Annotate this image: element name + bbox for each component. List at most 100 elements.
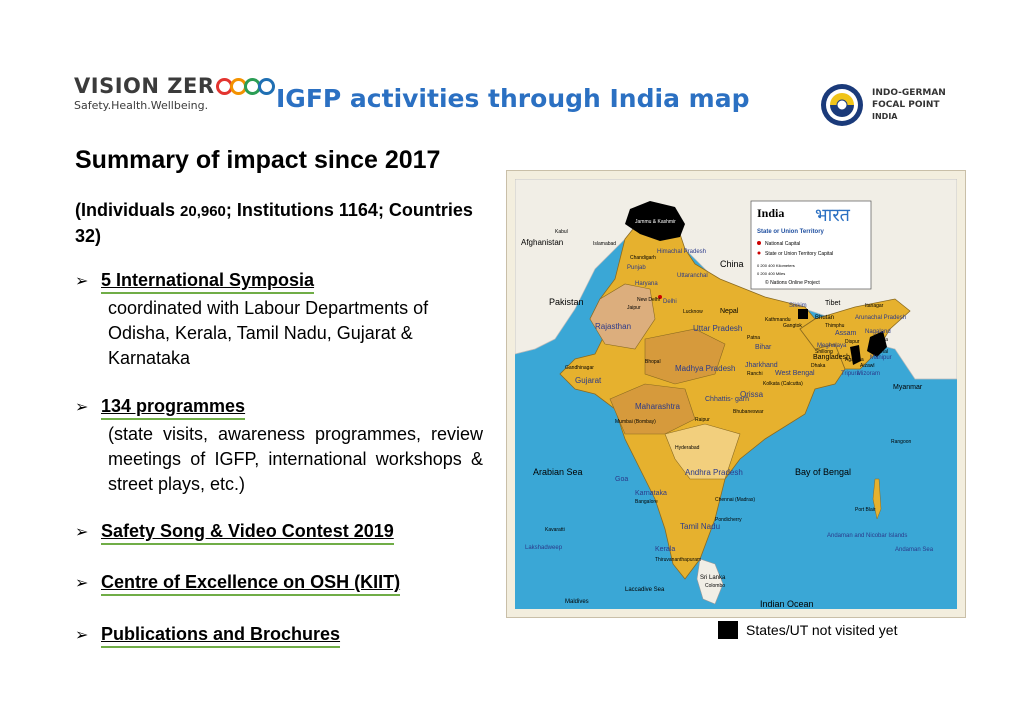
bullet-symposia: ➢ 5 International Symposia coordinated wi… bbox=[75, 270, 483, 371]
label-itanagar: Itanagar bbox=[865, 303, 884, 309]
legend-credit: © Nations Online Project bbox=[765, 279, 820, 286]
label-dispur: Dispur bbox=[845, 339, 860, 345]
bullet-label: 134 programmes bbox=[101, 396, 246, 420]
label-afghanistan: Afghanistan bbox=[521, 238, 563, 247]
label-raipur: Raipur bbox=[695, 417, 710, 423]
label-chandigarh: Chandigarh bbox=[630, 255, 656, 261]
igfp-line3: INDIA bbox=[872, 112, 898, 121]
legend-scale-km: 0 200 400 Kilometers bbox=[757, 263, 795, 268]
label-maharashtra: Maharashtra bbox=[635, 402, 680, 411]
vision-zero-tagline: Safety.Health.Wellbeing. bbox=[74, 99, 209, 112]
label-hyderabad: Hyderabad bbox=[675, 445, 700, 451]
label-lucknow: Lucknow bbox=[683, 309, 703, 315]
label-bangladesh: Bangladesh bbox=[813, 354, 850, 361]
bullet-label: Publications and Brochures bbox=[101, 624, 341, 648]
label-bhopal: Bhopal bbox=[645, 359, 661, 365]
label-sri-lanka: Sri Lanka bbox=[700, 575, 726, 581]
igfp-line2: FOCAL POINT bbox=[872, 100, 940, 110]
label-imphal: Imphal bbox=[873, 349, 888, 355]
label-andaman: Andaman and Nicobar Islands bbox=[827, 533, 907, 539]
label-thimphu: Thimphu bbox=[825, 323, 845, 329]
label-arunachal: Arunachal Pradesh bbox=[855, 315, 906, 321]
state-madhya-pradesh bbox=[644, 328, 726, 385]
bullet-label: Centre of Excellence on OSH (KIIT) bbox=[101, 572, 401, 596]
india-map-svg: India भारत State or Union Territory Nati… bbox=[515, 179, 957, 609]
label-gangtok: Gangtok bbox=[783, 323, 802, 329]
bullet-label: Safety Song & Video Contest 2019 bbox=[101, 521, 394, 545]
label-gandhinagar: Gandhinagar bbox=[565, 365, 594, 371]
label-kathmandu: Kathmandu bbox=[765, 317, 791, 323]
label-tamil-nadu: Tamil Nadu bbox=[680, 522, 720, 531]
label-dhaka: Dhaka bbox=[811, 363, 826, 369]
label-pondicherry: Pondicherry bbox=[715, 517, 742, 523]
vision-zero-logo: VISION ZER Safety.Health.Wellbeing. bbox=[74, 74, 275, 112]
legend-national-capital: National Capital bbox=[765, 241, 800, 247]
label-chennai: Chennai (Madras) bbox=[715, 497, 755, 503]
arrow-bullet-icon: ➢ bbox=[75, 575, 89, 592]
label-kerala: Kerala bbox=[655, 546, 675, 553]
label-chhattisgarh: Chhattis- garh bbox=[705, 396, 749, 403]
igfp-emblem-icon bbox=[821, 84, 863, 126]
label-himachal: Himachal Pradesh bbox=[657, 249, 706, 255]
arrow-bullet-icon: ➢ bbox=[75, 399, 89, 416]
label-orissa: Orissa bbox=[740, 390, 764, 399]
label-rajasthan: Rajasthan bbox=[595, 322, 631, 331]
label-andhra-pradesh: Andhra Pradesh bbox=[685, 468, 743, 477]
label-bhubaneswar: Bhubaneswar bbox=[733, 409, 764, 415]
sri-lanka bbox=[696, 558, 724, 605]
label-kolkata: Kolkata (Calcutta) bbox=[763, 381, 803, 387]
bullet-desc: coordinated with Labour Departments of O… bbox=[108, 298, 429, 368]
label-tibet: Tibet bbox=[825, 300, 840, 307]
individuals-count: 20,960 bbox=[180, 203, 226, 220]
label-jaipur: Jaipur bbox=[627, 305, 641, 311]
label-ranchi: Ranchi bbox=[747, 371, 763, 377]
label-punjab: Punjab bbox=[627, 265, 646, 271]
label-bihar: Bihar bbox=[755, 344, 772, 351]
label-trivandrum: Thiruvananthapuram bbox=[655, 557, 701, 563]
city-dot-new-delhi bbox=[658, 295, 662, 299]
label-bhutan: Bhutan bbox=[815, 315, 834, 321]
label-new-delhi: New Delhi bbox=[637, 297, 660, 303]
label-west-bengal: West Bengal bbox=[775, 370, 815, 377]
label-rangoon: Rangoon bbox=[891, 439, 912, 445]
label-arabian-sea: Arabian Sea bbox=[533, 467, 583, 477]
legend-state-capital: State or Union Territory Capital bbox=[765, 251, 833, 257]
label-pakistan: Pakistan bbox=[549, 297, 584, 307]
legend-title-hindi: भारत bbox=[815, 205, 851, 226]
vision-zero-rings-icon bbox=[215, 77, 275, 95]
label-delhi: Delhi bbox=[663, 299, 677, 305]
label-mizoram: Mizoram bbox=[857, 371, 880, 377]
label-sikkim: Sikkim bbox=[789, 303, 807, 309]
igfp-line1: INDO-GERMAN bbox=[872, 88, 946, 98]
not-visited-swatch bbox=[718, 621, 738, 639]
vision-zero-wordmark: VISION ZER bbox=[74, 74, 215, 98]
not-visited-northeast bbox=[867, 331, 887, 357]
label-islamabad: Islamabad bbox=[593, 241, 616, 247]
label-nagaland: Nagaland bbox=[865, 329, 891, 335]
bullet-programmes: ➢ 134 programmes (state visits, awareness… bbox=[75, 396, 483, 497]
map-legend-box: India भारत State or Union Territory Nati… bbox=[750, 200, 872, 290]
label-assam: Assam bbox=[835, 330, 857, 337]
label-kavaratti: Kavaratti bbox=[545, 527, 565, 533]
label-colombo: Colombo bbox=[705, 583, 725, 589]
label-jammu: Jammu & Kashmir bbox=[635, 219, 676, 225]
state-maharashtra bbox=[609, 383, 696, 435]
label-meghalaya: Meghalaya bbox=[817, 343, 847, 349]
andaman-islands bbox=[872, 478, 882, 520]
summary-title: Summary of impact since 2017 bbox=[75, 146, 441, 174]
state-andhra bbox=[664, 423, 741, 480]
label-kohima: Kohima bbox=[871, 337, 888, 343]
label-goa: Goa bbox=[615, 476, 628, 483]
arrow-bullet-icon: ➢ bbox=[75, 524, 89, 541]
label-lakshadweep: Lakshadweep bbox=[525, 545, 563, 551]
stats-prefix: (Individuals bbox=[75, 200, 181, 220]
label-china: China bbox=[720, 259, 744, 269]
bullet-desc: (state visits, awareness programmes, rev… bbox=[108, 424, 483, 494]
summary-stats: (Individuals 20,960; Institutions 1164; … bbox=[75, 198, 495, 248]
page-title: IGFP activities through India map bbox=[276, 84, 750, 113]
bullet-publications: ➢ Publications and Brochures bbox=[75, 624, 341, 648]
label-manipur: Manipur bbox=[870, 355, 892, 361]
label-jharkhand: Jharkhand bbox=[745, 362, 778, 369]
label-bay-of-bengal: Bay of Bengal bbox=[795, 467, 851, 477]
northeast-region bbox=[799, 298, 911, 370]
